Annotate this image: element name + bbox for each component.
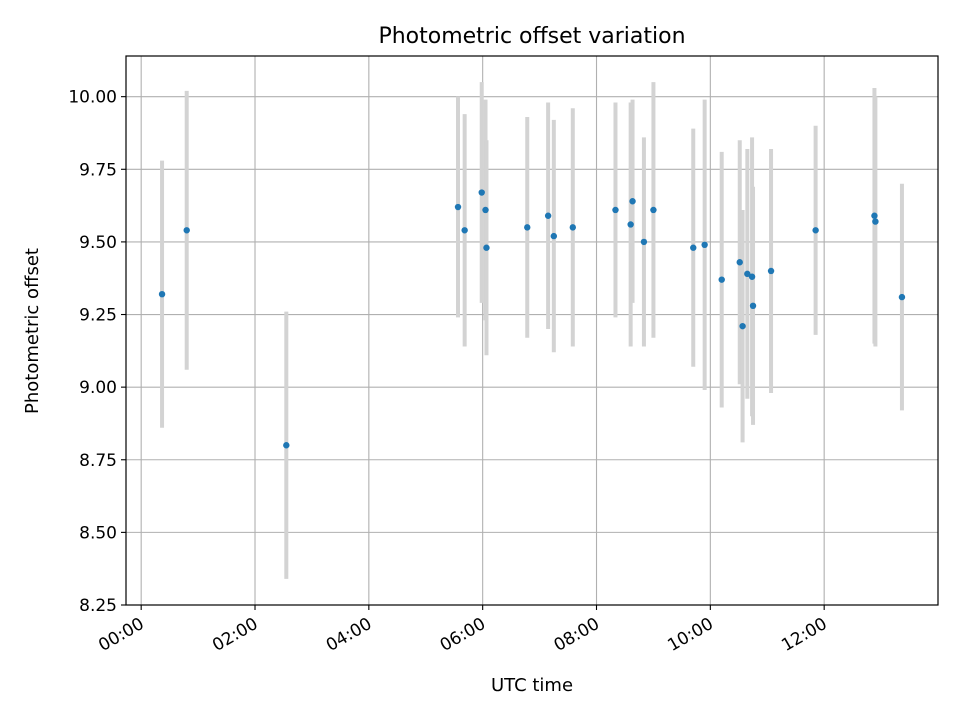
data-point [650,206,657,214]
data-point [898,293,906,301]
data-point [454,203,462,211]
data-point [739,322,746,330]
y-tick-label: 9.50 [79,233,117,253]
data-point [748,273,756,280]
y-tick-label: 8.25 [79,596,117,616]
y-tick-label: 8.75 [79,451,117,471]
data-point [718,276,725,283]
data-point [701,241,708,249]
x-axis-label: UTC time [491,675,573,696]
data-point [569,224,576,231]
data-point [158,290,166,298]
y-tick-label: 9.25 [79,306,117,326]
data-point [482,206,489,214]
data-point [872,218,879,225]
y-tick-label: 9.75 [79,160,117,180]
y-axis-label: Photometric offset [22,248,43,414]
y-tick-label: 8.50 [79,523,117,543]
data-point [524,224,531,231]
y-tick-label: 10.00 [68,88,117,108]
data-point [690,244,697,251]
data-point [627,221,634,228]
data-point [183,227,190,234]
data-point [640,238,648,246]
data-point [461,227,468,234]
data-points [158,189,906,449]
chart-title: Photometric offset variation [378,24,685,49]
data-point [629,198,636,205]
data-point [767,267,775,275]
plot-frame [125,55,939,606]
data-point [736,259,743,266]
data-point [744,270,751,278]
data-point [483,244,490,251]
data-point [550,232,558,240]
data-point [544,212,552,219]
y-tick-label: 9.00 [79,378,117,398]
data-point [478,189,485,196]
data-point [749,302,757,310]
data-point [871,212,878,219]
data-point [612,206,619,214]
data-point [812,227,819,234]
data-point [283,442,290,449]
y-axis-ticks: 8.25 8.50 8.75 9.00 9.25 9.50 9.75 10.00 [68,88,126,616]
